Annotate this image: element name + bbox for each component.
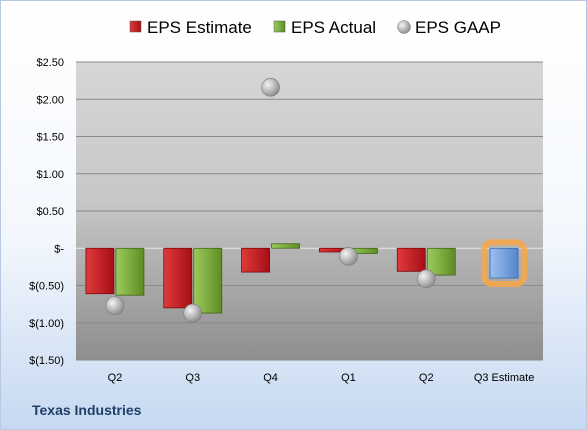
y-tick-label: $0.50	[36, 206, 64, 218]
legend-marker	[397, 20, 411, 34]
bar-eps-actual	[271, 243, 300, 249]
legend-label: EPS GAAP	[415, 18, 501, 37]
bar-eps-estimate	[163, 247, 193, 309]
point-eps-gaap	[339, 247, 358, 266]
bar-eps-actual	[426, 247, 456, 276]
y-axis: $2.50 $2.00 $1.50 $1.00 $0.50 $- $(0.50) $(1.00…	[29, 57, 64, 367]
company-name: Texas Industries	[32, 402, 142, 418]
x-tick-label: Q3 Estimate	[474, 372, 535, 384]
point-eps-gaap	[183, 303, 203, 323]
y-tick-label: $2.50	[36, 57, 64, 69]
legend-marker	[129, 20, 142, 33]
y-tick-label: $(0.50)	[29, 281, 64, 293]
bar-eps-actual	[115, 247, 145, 296]
estimate-glow	[481, 239, 528, 288]
x-tick-label: Q4	[263, 372, 278, 384]
bar-eps-estimate	[85, 247, 115, 295]
point-eps-gaap	[416, 269, 436, 289]
x-tick-label: Q2	[108, 372, 123, 384]
x-tick-label: Q2	[419, 372, 434, 384]
bar-eps-estimate	[241, 247, 270, 273]
point-eps-gaap	[261, 78, 280, 97]
y-tick-label: $(1.00)	[29, 318, 64, 330]
grid-lines	[76, 61, 543, 361]
point-eps-gaap	[105, 296, 125, 315]
x-axis: Q2 Q3 Q4 Q1 Q2 Q3 Estimate	[108, 372, 535, 384]
legend: EPS Estimate EPS Actual EPS GAAP	[129, 18, 501, 37]
bar-eps-estimate	[396, 247, 426, 272]
bar-eps-actual	[193, 247, 223, 314]
bar-q3-estimate	[489, 247, 519, 279]
legend-label: EPS Estimate	[147, 18, 252, 37]
y-tick-label: $1.00	[36, 169, 64, 181]
bars	[85, 239, 528, 314]
x-tick-label: Q3	[185, 372, 200, 384]
x-tick-label: Q1	[341, 372, 356, 384]
legend-label: EPS Actual	[291, 18, 376, 37]
y-tick-label: $1.50	[36, 132, 64, 144]
y-tick-label: $2.00	[36, 94, 64, 106]
y-tick-label: $(1.50)	[29, 355, 64, 367]
gaap-points	[105, 78, 436, 323]
y-tick-label: $-	[54, 243, 64, 255]
legend-marker	[273, 20, 286, 33]
